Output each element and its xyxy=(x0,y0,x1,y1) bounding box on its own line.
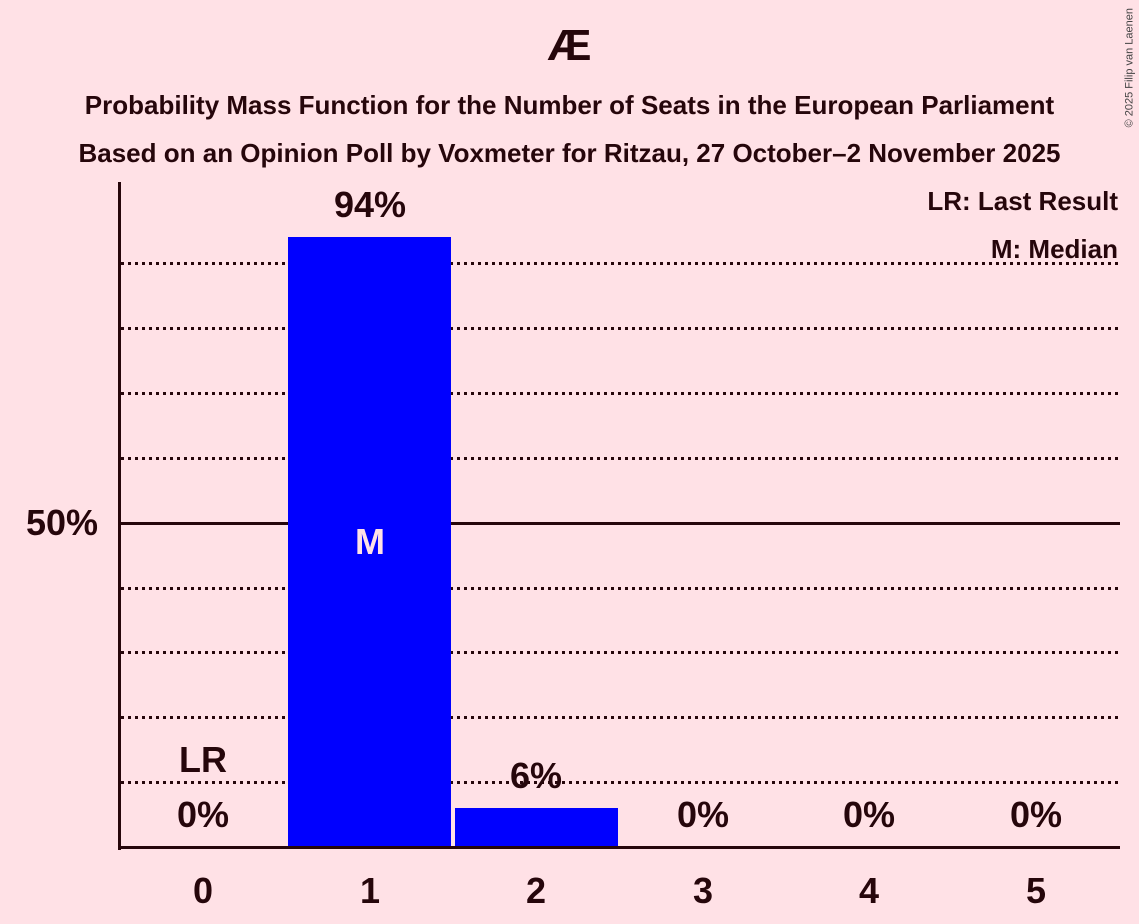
y-axis-line xyxy=(118,182,121,850)
bar-value-label-0: 0% xyxy=(176,794,230,835)
gridline-70pct xyxy=(121,392,1120,395)
median-annotation: M xyxy=(355,521,385,562)
x-tick-label-3: 3 xyxy=(692,870,714,911)
legend-last-result: LR: Last Result xyxy=(927,186,1118,216)
gridline-10pct xyxy=(121,781,1120,784)
x-tick-label-4: 4 xyxy=(858,870,880,911)
chart-subtitle-line1: Probability Mass Function for the Number… xyxy=(84,90,1055,120)
gridline-30pct xyxy=(121,651,1120,654)
gridline-60pct xyxy=(121,457,1120,460)
gridline-50pct-solid xyxy=(121,522,1120,525)
legend-median: M: Median xyxy=(990,234,1118,264)
gridline-90pct xyxy=(121,262,1120,265)
chart-subtitle-line2: Based on an Opinion Poll by Voxmeter for… xyxy=(78,138,1061,168)
bar-value-label-4: 0% xyxy=(842,794,896,835)
x-tick-label-2: 2 xyxy=(525,870,547,911)
y-tick-label-50: 50% xyxy=(25,502,98,543)
last-result-annotation: LR xyxy=(179,739,227,780)
bar-value-label-2: 6% xyxy=(509,755,563,796)
x-tick-label-1: 1 xyxy=(359,870,381,911)
bar-value-label-3: 0% xyxy=(676,794,730,835)
bar-value-label-5: 0% xyxy=(1009,794,1063,835)
bar-seats-2 xyxy=(455,808,618,847)
bar-value-label-1: 94% xyxy=(333,184,407,225)
gridline-40pct xyxy=(121,587,1120,590)
chart-title: Æ xyxy=(547,21,592,70)
gridline-80pct xyxy=(121,327,1120,330)
x-axis-line xyxy=(118,846,1120,849)
bar-seats-1 xyxy=(288,237,451,847)
gridline-20pct xyxy=(121,716,1120,719)
x-tick-label-0: 0 xyxy=(192,870,214,911)
x-tick-label-5: 5 xyxy=(1025,870,1047,911)
